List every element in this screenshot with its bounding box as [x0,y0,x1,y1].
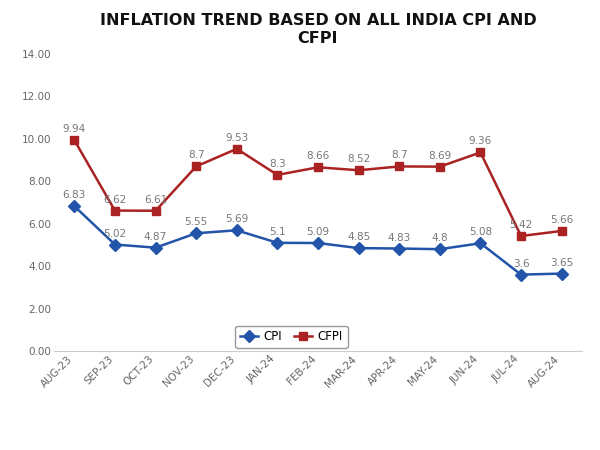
CFPI [193,164,200,169]
CPI [193,230,200,236]
CPI [314,240,322,246]
Text: 9.36: 9.36 [469,136,492,147]
CFPI [233,146,241,152]
Text: 5.69: 5.69 [225,214,248,225]
Text: 6.83: 6.83 [62,190,86,200]
CPI [395,246,403,251]
Text: 5.02: 5.02 [103,229,127,238]
Text: 4.87: 4.87 [144,232,167,242]
CFPI [314,165,322,170]
CFPI [274,172,281,178]
Text: 5.42: 5.42 [509,220,533,230]
CPI [436,247,443,252]
Text: 8.69: 8.69 [428,151,451,161]
CPI [558,271,565,276]
Text: 6.62: 6.62 [103,194,127,205]
Text: 6.61: 6.61 [144,195,167,205]
Text: 8.52: 8.52 [347,154,370,164]
CPI [355,245,362,251]
Text: 4.85: 4.85 [347,232,370,242]
Line: CPI: CPI [70,202,566,279]
CFPI [71,137,78,143]
Title: INFLATION TREND BASED ON ALL INDIA CPI AND
CFPI: INFLATION TREND BASED ON ALL INDIA CPI A… [100,14,536,46]
CPI [152,245,159,250]
CFPI [477,150,484,155]
Text: 3.6: 3.6 [513,259,529,269]
Text: 9.94: 9.94 [62,124,86,134]
Line: CFPI: CFPI [70,136,566,240]
CFPI [152,208,159,213]
CFPI [436,164,443,169]
CFPI [355,167,362,173]
CPI [233,228,241,233]
Legend: CPI, CFPI: CPI, CFPI [235,326,348,348]
CFPI [395,164,403,169]
Text: 5.09: 5.09 [307,227,329,237]
CPI [477,241,484,246]
Text: 5.08: 5.08 [469,227,492,237]
CFPI [112,208,119,213]
CPI [71,203,78,209]
Text: 4.83: 4.83 [388,233,411,243]
CFPI [517,233,524,238]
Text: 8.3: 8.3 [269,159,286,169]
Text: 5.55: 5.55 [185,217,208,227]
Text: 5.1: 5.1 [269,227,286,237]
CPI [112,242,119,247]
CFPI [558,228,565,234]
Text: 8.7: 8.7 [188,150,205,161]
Text: 5.66: 5.66 [550,215,574,225]
Text: 4.8: 4.8 [431,233,448,243]
Text: 9.53: 9.53 [225,133,248,143]
Text: 8.7: 8.7 [391,150,407,161]
CPI [274,240,281,246]
Text: 3.65: 3.65 [550,258,574,268]
Text: 8.66: 8.66 [307,151,329,162]
CPI [517,272,524,277]
